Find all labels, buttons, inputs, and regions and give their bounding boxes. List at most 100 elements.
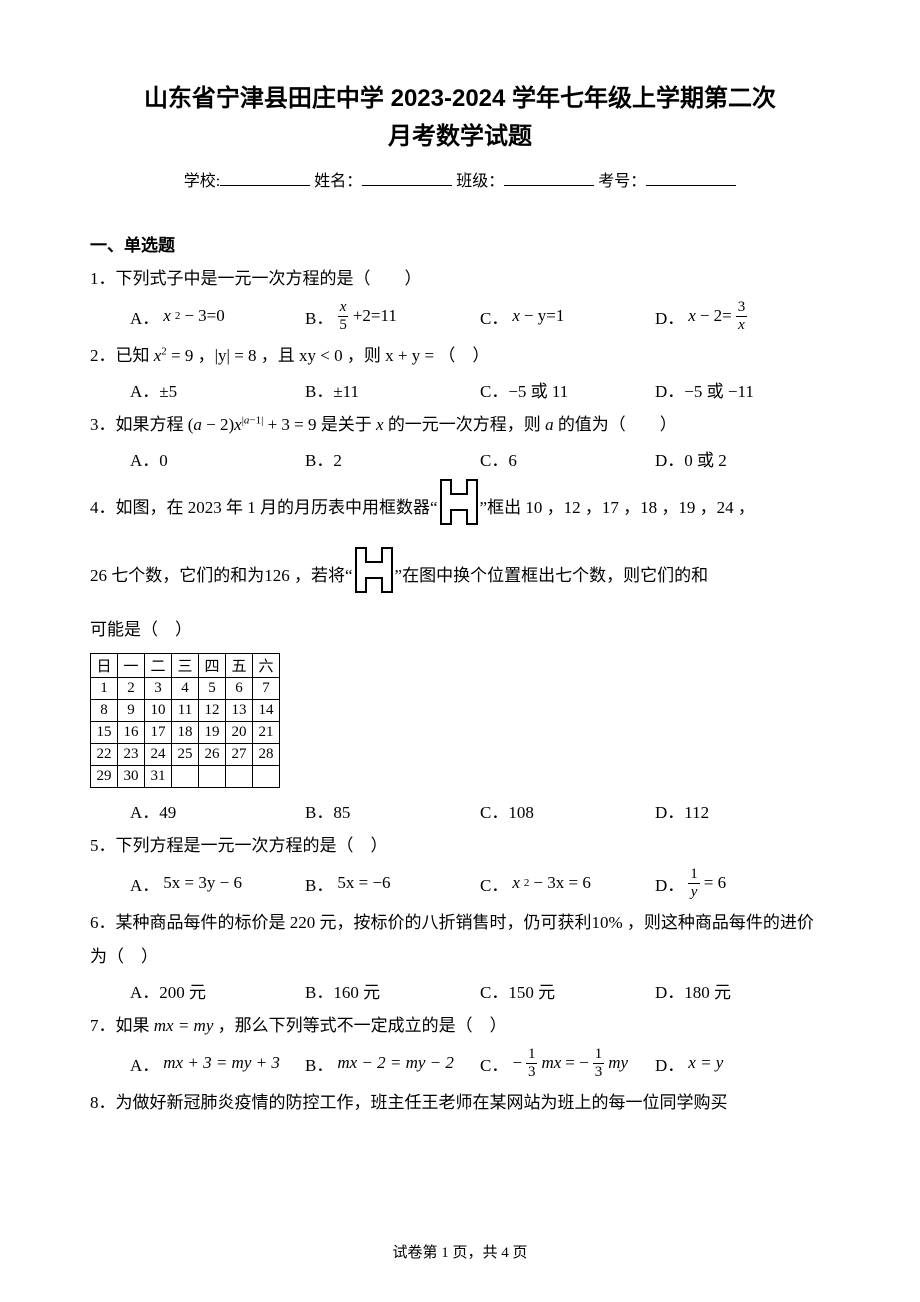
q4-opt-c[interactable]: C．108 (480, 798, 655, 823)
text: x + y = （ ） (385, 346, 489, 365)
text: C．−5 或 11 (480, 377, 568, 402)
text: − 2= (700, 306, 732, 326)
q4-opt-d[interactable]: D．112 (655, 798, 830, 823)
cal-header: 五 (226, 653, 253, 677)
q3-opt-b[interactable]: B．2 (305, 446, 480, 471)
q2-opt-b[interactable]: B．±11 (305, 377, 480, 402)
text: − 3x = 6 (533, 873, 590, 893)
q2-opt-c[interactable]: C．−5 或 11 (480, 377, 655, 402)
table-row: 293031 (91, 765, 280, 787)
cal-cell: 1 (91, 677, 118, 699)
q6-opt-a[interactable]: A．200 元 (130, 978, 305, 1003)
q1-opt-b[interactable]: B． x5 +2=11 (305, 300, 480, 333)
text: 4．如图，在 2023 年 1 月的月历表中用框数器“ (90, 491, 438, 525)
text: D．0 或 2 (655, 446, 727, 471)
q5-opt-b[interactable]: B．5x = −6 (305, 867, 480, 900)
text: A．200 元 (130, 978, 206, 1003)
q7-opt-b[interactable]: B．mx − 2 = my − 2 (305, 1047, 480, 1080)
name-blank[interactable] (362, 170, 452, 186)
text: xy < 0 ，则 (299, 346, 385, 365)
q6-options: A．200 元 B．160 元 C．150 元 D．180 元 (130, 978, 830, 1003)
q4-opt-a[interactable]: A．49 (130, 798, 305, 823)
cal-cell: 24 (145, 743, 172, 765)
q3-opt-d[interactable]: D．0 或 2 (655, 446, 830, 471)
q7-opt-a[interactable]: A．mx + 3 = my + 3 (130, 1047, 305, 1080)
label: C． (480, 1051, 508, 1076)
class-label: 班级： (456, 173, 504, 190)
class-blank[interactable] (504, 170, 594, 186)
frac-1-3: 13 (526, 1047, 538, 1080)
text: D．112 (655, 798, 709, 823)
student-info-line: 学校: 姓名： 班级： 考号： (90, 167, 830, 191)
q7-stem: 7．如果 mx = my ，那么下列等式不一定成立的是（ ） (90, 1009, 830, 1043)
text: mx (541, 1053, 561, 1073)
cal-cell: 25 (172, 743, 199, 765)
text: − (512, 1053, 522, 1073)
q7-opt-d[interactable]: D．x = y (655, 1047, 830, 1080)
cal-cell: 5 (199, 677, 226, 699)
q4-opt-b[interactable]: B．85 (305, 798, 480, 823)
q6-opt-b[interactable]: B．160 元 (305, 978, 480, 1003)
q3-opt-a[interactable]: A．0 (130, 446, 305, 471)
q2-opt-d[interactable]: D．−5 或 −11 (655, 377, 830, 402)
q5-opt-a[interactable]: A．5x = 3y − 6 (130, 867, 305, 900)
q6-opt-c[interactable]: C．150 元 (480, 978, 655, 1003)
q5-stem: 5．下列方程是一元一次方程的是（ ） (90, 829, 830, 863)
text: mx = my (154, 1016, 214, 1035)
section-title: 一、单选题 (90, 231, 830, 256)
cal-cell: 21 (253, 721, 280, 743)
text: mx − 2 = my − 2 (337, 1053, 454, 1073)
q2-stem: 2．已知 x2 = 9 ，|y| = 8 ，且 xy < 0 ，则 x + y … (90, 339, 830, 373)
cal-cell: 13 (226, 699, 253, 721)
text: B．2 (305, 446, 342, 471)
title-line-1: 山东省宁津县田庄中学 2023-2024 学年七年级上学期第二次 (90, 80, 830, 118)
q2-opt-a[interactable]: A．±5 (130, 377, 305, 402)
q3-options: A．0 B．2 C．6 D．0 或 2 (130, 446, 830, 471)
text: ”框出 10 ，12 ，17 ，18 ，19 ，24 ， (480, 491, 755, 525)
frac-1-3: 13 (593, 1047, 605, 1080)
exam-no-label: 考号： (598, 173, 646, 190)
q1-stem: 1．下列式子中是一元一次方程的是（ ） (90, 262, 830, 296)
q1-opt-d[interactable]: D． x − 2= 3x (655, 300, 830, 333)
cal-cell: 12 (199, 699, 226, 721)
text: 5x = 3y − 6 (163, 873, 242, 893)
school-blank[interactable] (220, 170, 310, 186)
cal-cell (199, 765, 226, 787)
cal-cell: 6 (226, 677, 253, 699)
q6-opt-d[interactable]: D．180 元 (655, 978, 830, 1003)
text: + 3 = 9 是关于 (263, 415, 376, 434)
frac-3-x: 3x (736, 300, 748, 333)
text: B．±11 (305, 377, 359, 402)
text: 3．如果方程 (90, 415, 188, 434)
text: mx + 3 = my + 3 (163, 1053, 280, 1073)
q1-opt-c[interactable]: C． x − y=1 (480, 300, 655, 333)
var-x: x (163, 306, 171, 326)
text: A．±5 (130, 377, 177, 402)
var-x: x (512, 306, 520, 326)
cal-cell: 19 (199, 721, 226, 743)
cal-cell: 15 (91, 721, 118, 743)
q3-opt-c[interactable]: C．6 (480, 446, 655, 471)
text: 的值为（ ） (554, 415, 677, 434)
q4-options: A．49 B．85 C．108 D．112 (130, 798, 830, 823)
cal-cell: 26 (199, 743, 226, 765)
cal-header: 日 (91, 653, 118, 677)
cal-cell: 11 (172, 699, 199, 721)
title-line-2: 月考数学试题 (90, 118, 830, 156)
label: B． (305, 871, 333, 896)
q4-line2: 26 七个数，它们的和为126 ，若将“ ”在图中换个位置框出七个数，则它们的和 (90, 545, 830, 607)
table-row: 22232425262728 (91, 743, 280, 765)
cal-header: 六 (253, 653, 280, 677)
q5-opt-c[interactable]: C．x2 − 3x = 6 (480, 867, 655, 900)
page-footer: 试卷第 1 页，共 4 页 (0, 1241, 920, 1262)
q1-opt-a[interactable]: A． x2 − 3=0 (130, 300, 305, 333)
table-row: 日 一 二 三 四 五 六 (91, 653, 280, 677)
exam-no-blank[interactable] (646, 170, 736, 186)
q7-opt-c[interactable]: C． − 13 mx = − 13 my (480, 1047, 655, 1080)
text: 26 七个数，它们的和为126 ，若将“ (90, 559, 353, 593)
cal-cell: 18 (172, 721, 199, 743)
cal-cell: 3 (145, 677, 172, 699)
q5-opt-d[interactable]: D．1y = 6 (655, 867, 830, 900)
text: 的一元一次方程，则 (384, 415, 546, 434)
label: C． (480, 304, 508, 329)
